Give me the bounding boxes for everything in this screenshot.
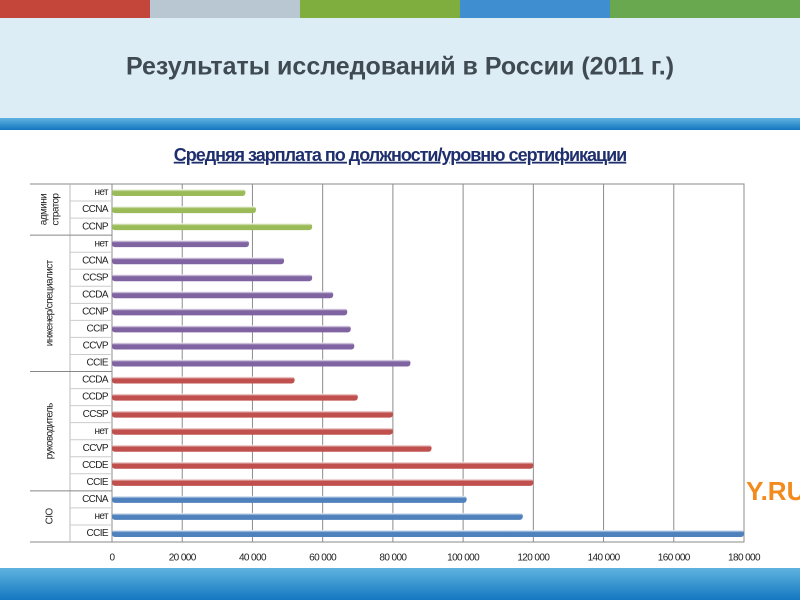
category-label: CCVP	[83, 341, 109, 352]
category-label: нет	[94, 511, 109, 522]
bar	[112, 495, 467, 503]
title-strip	[0, 118, 800, 130]
category-label: CCNA	[82, 204, 109, 215]
group-label: стратор	[51, 193, 62, 226]
category-label: CCIE	[87, 528, 109, 539]
category-label: CCIP	[87, 324, 109, 335]
x-tick-label: 80 000	[379, 553, 407, 564]
category-label: CCDA	[82, 375, 109, 386]
x-tick-label: 20 000	[169, 553, 197, 564]
category-label: CCNA	[82, 494, 109, 505]
chart-title: Средняя зарплата по должности/уровню сер…	[174, 145, 627, 165]
bar	[112, 189, 246, 197]
group-label: CIO	[45, 508, 56, 525]
x-tick-label: 160 000	[658, 553, 691, 564]
category-label: CCVP	[83, 443, 109, 454]
bar	[112, 257, 285, 265]
bar	[112, 325, 351, 333]
bar	[112, 410, 393, 418]
bar	[112, 223, 313, 231]
x-tick-label: 0	[110, 553, 116, 564]
footer-strip	[0, 568, 800, 600]
banner-image	[300, 0, 460, 18]
title-area	[0, 18, 800, 118]
x-tick-label: 120 000	[517, 553, 550, 564]
x-tick-label: 100 000	[447, 553, 480, 564]
group-label: инженер/специалист	[45, 259, 56, 346]
category-label: CCDP	[82, 392, 109, 403]
category-label: CCNA	[82, 255, 109, 266]
category-label: CCDE	[82, 460, 109, 471]
category-label: CCIE	[87, 477, 109, 488]
category-label: CCIE	[87, 358, 109, 369]
category-label: CCDA	[82, 289, 109, 300]
group-label: админи	[39, 194, 50, 225]
category-label: CCSP	[83, 409, 109, 420]
bar	[112, 512, 523, 520]
bar	[112, 376, 295, 384]
bar	[112, 393, 358, 401]
x-tick-label: 140 000	[588, 553, 621, 564]
bar	[112, 444, 432, 452]
bar	[112, 206, 256, 214]
group-label: руководитель	[45, 403, 56, 459]
x-tick-label: 40 000	[239, 553, 267, 564]
banner-image	[150, 0, 300, 18]
category-label: нет	[94, 426, 109, 437]
banner-image	[0, 0, 150, 18]
bar	[112, 342, 355, 350]
bar	[112, 274, 313, 282]
category-label: CCNP	[82, 306, 109, 317]
bar	[112, 308, 348, 316]
bar	[112, 291, 334, 299]
category-label: CCNP	[82, 221, 109, 232]
bar	[112, 529, 744, 537]
bar	[112, 478, 534, 486]
category-label: нет	[94, 187, 109, 198]
banner-image	[460, 0, 610, 18]
banner-image	[610, 0, 800, 18]
bar	[112, 240, 249, 248]
bar	[112, 359, 411, 367]
category-label: CCSP	[83, 272, 109, 283]
category-label: нет	[94, 238, 109, 249]
bar	[112, 427, 393, 435]
slide-title: Результаты исследований в России (2011 г…	[126, 53, 674, 81]
chart: 0 20 000 40 000 60 000 80 000 100 000 120 000 1…	[30, 183, 762, 564]
x-tick-label: 60 000	[309, 553, 337, 564]
x-tick-label: 180 000	[728, 553, 761, 564]
bar	[112, 461, 534, 469]
